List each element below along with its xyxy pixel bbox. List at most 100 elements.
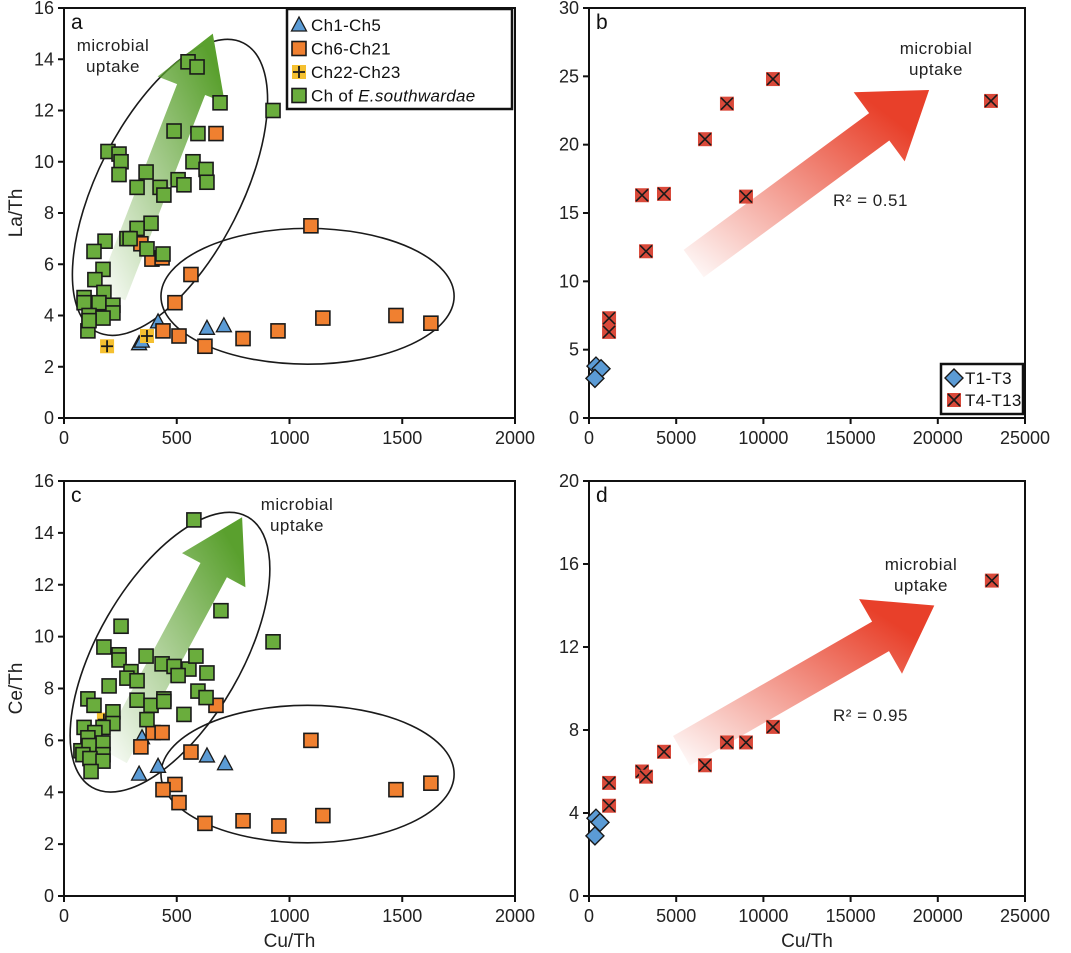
data-point xyxy=(602,798,617,813)
data-point xyxy=(155,246,171,262)
y-tick-label: 14 xyxy=(34,523,54,543)
data-point xyxy=(167,294,183,311)
legend-item: T1-T3 xyxy=(944,368,1012,388)
y-tick-label: 20 xyxy=(559,135,579,155)
data-point xyxy=(189,59,205,75)
legend-label-species: E.southwardae xyxy=(358,87,475,106)
data-point-x xyxy=(985,574,999,588)
data-point xyxy=(129,692,145,708)
data-point xyxy=(656,186,671,201)
data-point xyxy=(584,825,605,846)
series-t1-t3 xyxy=(584,356,612,389)
x-tick-label: 1000 xyxy=(269,428,309,448)
y-tick-label: 12 xyxy=(34,101,54,121)
data-point xyxy=(166,123,182,139)
series-ch6-ch21 xyxy=(133,697,439,834)
legend-marker xyxy=(291,40,307,57)
grouping-ellipse-1 xyxy=(69,511,271,793)
series-t4-t13 xyxy=(602,573,999,813)
y-tick-label: 14 xyxy=(34,49,54,69)
x-axis-title: Cu/Th xyxy=(781,931,833,952)
legend-item: Ch of E.southwardae xyxy=(291,87,475,106)
y-tick-label: 16 xyxy=(34,0,54,18)
data-point xyxy=(697,132,712,147)
series-t1-t3 xyxy=(584,808,610,846)
data-point xyxy=(212,95,228,111)
data-point xyxy=(208,125,224,142)
legend-marker xyxy=(290,15,308,32)
x-tick-label: 2000 xyxy=(495,906,535,926)
legend-marker xyxy=(947,393,961,407)
data-point xyxy=(176,706,192,723)
y-tick-label: 10 xyxy=(559,271,579,291)
data-point xyxy=(170,667,186,684)
y-tick-label: 8 xyxy=(44,679,54,699)
annotation-microbial-uptake: uptake xyxy=(86,57,140,76)
data-point-x xyxy=(698,758,712,772)
annotation-microbial-uptake: microbial xyxy=(885,555,958,574)
x-tick-label: 0 xyxy=(584,906,594,926)
data-point xyxy=(81,312,97,329)
y-tick-label: 12 xyxy=(559,637,579,657)
data-point xyxy=(186,512,202,528)
data-point xyxy=(719,735,734,750)
data-point xyxy=(129,672,145,689)
legend-marker xyxy=(944,368,964,388)
data-point xyxy=(87,271,103,288)
data-point xyxy=(86,697,102,714)
data-point xyxy=(139,711,155,728)
data-point xyxy=(183,744,199,760)
data-point xyxy=(171,328,187,344)
data-point xyxy=(584,368,605,389)
y-axis-title: La/Th xyxy=(6,189,27,238)
data-point-x xyxy=(602,325,616,339)
data-point xyxy=(95,310,111,326)
data-point-x xyxy=(657,187,671,201)
legend-box xyxy=(285,7,514,111)
panel-label: d xyxy=(596,484,608,507)
data-point xyxy=(86,243,102,260)
legend: Ch1-Ch5 Ch6-Ch21 Ch22-Ch23 Ch of E.southwar… xyxy=(285,7,514,111)
data-point xyxy=(765,72,780,87)
data-point-x xyxy=(720,735,734,750)
data-point xyxy=(188,648,204,664)
data-point xyxy=(185,153,201,170)
y-tick-label: 6 xyxy=(44,254,54,274)
data-point xyxy=(122,230,138,247)
data-point xyxy=(303,218,319,234)
data-point xyxy=(271,818,287,834)
legend-label: Ch22-Ch23 xyxy=(311,63,401,82)
y-tick-label: 2 xyxy=(44,834,54,854)
plot-frame xyxy=(588,480,1026,897)
series-t4-t13 xyxy=(602,72,998,339)
data-point xyxy=(91,294,107,311)
data-point xyxy=(155,781,171,798)
legend-label: Ch of E.southwardae xyxy=(311,87,475,106)
y-tick-label: 0 xyxy=(44,886,54,906)
data-point-x xyxy=(639,770,653,784)
legend-label: Ch1-Ch5 xyxy=(311,16,381,35)
y-tick-label: 0 xyxy=(44,408,54,428)
data-point xyxy=(765,719,780,734)
y-tick-label: 4 xyxy=(44,306,54,326)
data-point xyxy=(199,174,215,191)
data-point xyxy=(315,807,331,824)
data-point xyxy=(199,665,215,681)
data-point xyxy=(171,794,187,811)
data-point-plus xyxy=(101,340,114,353)
x-tick-label: 5000 xyxy=(656,428,696,448)
data-point xyxy=(113,618,129,635)
panel-a: 0 500 1000 1500 2000 0 2 4 6 8 10 12 14 16 La/Th a micro… xyxy=(6,0,535,448)
data-point xyxy=(183,266,199,283)
data-point xyxy=(235,812,251,829)
series-ch1-ch5 xyxy=(130,728,234,781)
data-point xyxy=(176,177,192,193)
x-tick-label: 15000 xyxy=(826,906,876,926)
y-tick-label: 2 xyxy=(44,357,54,377)
data-point xyxy=(198,689,214,706)
data-point xyxy=(138,164,154,180)
x-tick-label: 1500 xyxy=(382,428,422,448)
panel-label: b xyxy=(596,11,608,34)
y-tick-label: 4 xyxy=(44,782,54,802)
y-tick-label: 8 xyxy=(569,720,579,740)
